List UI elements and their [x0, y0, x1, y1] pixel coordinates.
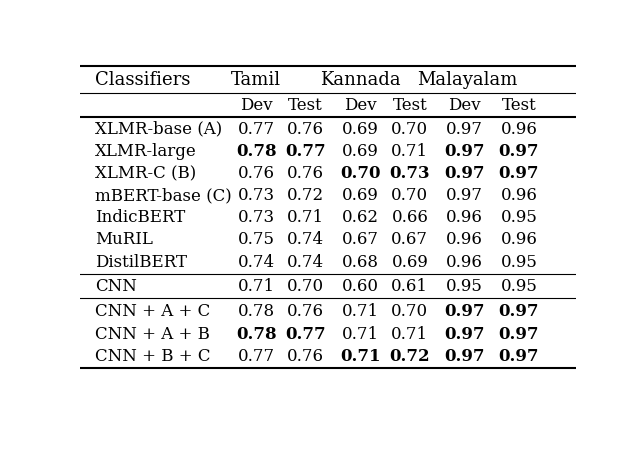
Text: 0.78: 0.78: [236, 325, 276, 342]
Text: 0.76: 0.76: [287, 165, 324, 182]
Text: MuRIL: MuRIL: [95, 231, 153, 248]
Text: 0.95: 0.95: [500, 209, 538, 226]
Text: 0.69: 0.69: [342, 142, 379, 160]
Text: 0.70: 0.70: [391, 121, 428, 137]
Text: 0.72: 0.72: [390, 347, 430, 364]
Text: 0.69: 0.69: [342, 187, 379, 204]
Text: 0.97: 0.97: [446, 187, 483, 204]
Text: 0.69: 0.69: [342, 121, 379, 137]
Text: 0.78: 0.78: [237, 303, 275, 320]
Text: 0.68: 0.68: [342, 253, 379, 270]
Text: 0.95: 0.95: [500, 253, 538, 270]
Text: 0.97: 0.97: [444, 165, 484, 182]
Text: 0.96: 0.96: [446, 253, 483, 270]
Text: Test: Test: [392, 97, 428, 114]
Text: 0.97: 0.97: [499, 165, 540, 182]
Text: Test: Test: [502, 97, 536, 114]
Text: 0.78: 0.78: [236, 142, 276, 160]
Text: 0.73: 0.73: [237, 209, 275, 226]
Text: 0.76: 0.76: [237, 165, 275, 182]
Text: 0.97: 0.97: [499, 142, 540, 160]
Text: 0.96: 0.96: [446, 231, 483, 248]
Text: 0.66: 0.66: [392, 209, 428, 226]
Text: Test: Test: [288, 97, 323, 114]
Text: 0.60: 0.60: [342, 278, 379, 295]
Text: 0.71: 0.71: [391, 142, 428, 160]
Text: 0.96: 0.96: [500, 231, 538, 248]
Text: 0.70: 0.70: [340, 165, 381, 182]
Text: 0.67: 0.67: [391, 231, 428, 248]
Text: 0.77: 0.77: [285, 142, 326, 160]
Text: 0.97: 0.97: [499, 303, 540, 320]
Text: 0.77: 0.77: [237, 347, 275, 364]
Text: 0.71: 0.71: [342, 303, 379, 320]
Text: 0.62: 0.62: [342, 209, 379, 226]
Text: 0.96: 0.96: [500, 121, 538, 137]
Text: 0.75: 0.75: [237, 231, 275, 248]
Text: 0.96: 0.96: [500, 187, 538, 204]
Text: 0.96: 0.96: [446, 209, 483, 226]
Text: 0.76: 0.76: [287, 303, 324, 320]
Text: CNN + A + B: CNN + A + B: [95, 325, 210, 342]
Text: 0.97: 0.97: [446, 121, 483, 137]
Text: 0.70: 0.70: [287, 278, 324, 295]
Text: Dev: Dev: [344, 97, 376, 114]
Text: Malayalam: Malayalam: [417, 71, 517, 89]
Text: 0.77: 0.77: [237, 121, 275, 137]
Text: mBERT-base (C): mBERT-base (C): [95, 187, 232, 204]
Text: 0.73: 0.73: [237, 187, 275, 204]
Text: 0.70: 0.70: [391, 187, 428, 204]
Text: 0.70: 0.70: [391, 303, 428, 320]
Text: 0.76: 0.76: [287, 121, 324, 137]
Text: 0.97: 0.97: [444, 347, 484, 364]
Text: 0.76: 0.76: [287, 347, 324, 364]
Text: 0.61: 0.61: [391, 278, 428, 295]
Text: Classifiers: Classifiers: [95, 71, 190, 89]
Text: 0.97: 0.97: [444, 142, 484, 160]
Text: 0.95: 0.95: [446, 278, 483, 295]
Text: CNN + A + C: CNN + A + C: [95, 303, 210, 320]
Text: 0.95: 0.95: [500, 278, 538, 295]
Text: 0.97: 0.97: [499, 325, 540, 342]
Text: 0.71: 0.71: [340, 347, 381, 364]
Text: 0.74: 0.74: [237, 253, 275, 270]
Text: 0.69: 0.69: [392, 253, 428, 270]
Text: XLMR-base (A): XLMR-base (A): [95, 121, 222, 137]
Text: Tamil: Tamil: [231, 71, 281, 89]
Text: 0.73: 0.73: [390, 165, 430, 182]
Text: 0.71: 0.71: [342, 325, 379, 342]
Text: 0.67: 0.67: [342, 231, 379, 248]
Text: Kannada: Kannada: [320, 71, 401, 89]
Text: XLMR-C (B): XLMR-C (B): [95, 165, 196, 182]
Text: Dev: Dev: [448, 97, 481, 114]
Text: 0.71: 0.71: [391, 325, 428, 342]
Text: 0.74: 0.74: [287, 253, 324, 270]
Text: IndicBERT: IndicBERT: [95, 209, 185, 226]
Text: 0.71: 0.71: [287, 209, 324, 226]
Text: 0.77: 0.77: [285, 325, 326, 342]
Text: CNN: CNN: [95, 278, 137, 295]
Text: 0.97: 0.97: [499, 347, 540, 364]
Text: Dev: Dev: [240, 97, 273, 114]
Text: XLMR-large: XLMR-large: [95, 142, 196, 160]
Text: 0.97: 0.97: [444, 325, 484, 342]
Text: 0.74: 0.74: [287, 231, 324, 248]
Text: DistilBERT: DistilBERT: [95, 253, 187, 270]
Text: 0.72: 0.72: [287, 187, 324, 204]
Text: 0.71: 0.71: [237, 278, 275, 295]
Text: 0.97: 0.97: [444, 303, 484, 320]
Text: CNN + B + C: CNN + B + C: [95, 347, 211, 364]
